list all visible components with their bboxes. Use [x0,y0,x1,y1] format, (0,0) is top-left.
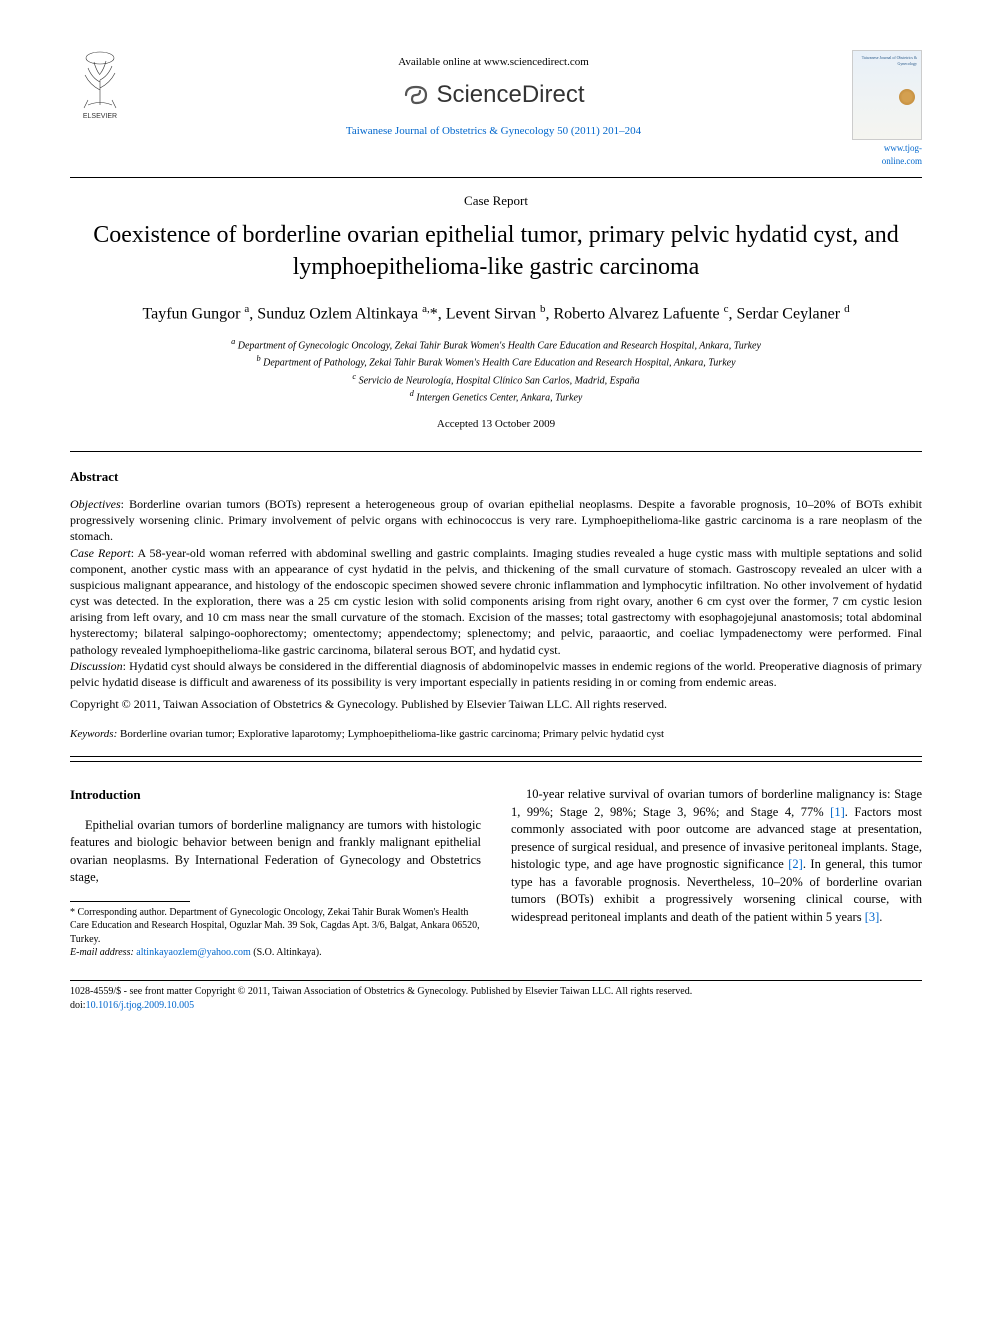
header-row: ELSEVIER Available online at www.science… [70,50,922,167]
abstract-body: Objectives: Borderline ovarian tumors (B… [70,496,922,690]
bottom-bar: 1028-4559/$ - see front matter Copyright… [70,980,922,1013]
right-column: 10-year relative survival of ovarian tum… [511,786,922,959]
keywords-label: Keywords: [70,728,117,740]
abstract-heading: Abstract [70,468,922,486]
available-online-text: Available online at www.sciencedirect.co… [140,55,847,70]
divider [70,451,922,452]
left-column: Introduction Epithelial ovarian tumors o… [70,786,481,959]
affiliations: a Department of Gynecologic Oncology, Ze… [70,336,922,405]
case-label: Case Report [70,546,131,560]
affiliation-d: d Intergen Genetics Center, Ankara, Turk… [70,388,922,405]
elsevier-text: ELSEVIER [83,113,117,120]
introduction-heading: Introduction [70,786,481,804]
ref-link-2[interactable]: [2] [788,857,803,871]
intro-para-1: Epithelial ovarian tumors of borderline … [70,817,481,887]
body-columns: Introduction Epithelial ovarian tumors o… [70,786,922,959]
footnote-separator [70,901,190,902]
corresponding-author: * Corresponding author. Department of Gy… [70,906,481,947]
journal-cover-block: Taiwanese Journal of Obstetrics & Gyneco… [847,50,922,167]
abstract-section: Abstract Objectives: Borderline ovarian … [70,468,922,713]
cover-title: Taiwanese Journal of Obstetrics & Gyneco… [857,55,917,66]
accepted-date: Accepted 13 October 2009 [70,417,922,432]
email-suffix: (S.O. Altinkaya). [251,947,322,958]
intro-para-2: 10-year relative survival of ovarian tum… [511,786,922,926]
divider [70,761,922,762]
abstract-copyright: Copyright © 2011, Taiwan Association of … [70,696,922,713]
article-title: Coexistence of borderline ovarian epithe… [70,220,922,282]
issn-line: 1028-4559/$ - see front matter Copyright… [70,985,922,999]
journal-cover-image: Taiwanese Journal of Obstetrics & Gyneco… [852,50,922,140]
ref-link-1[interactable]: [1] [830,805,845,819]
case-text: : A 58-year-old woman referred with abdo… [70,546,922,657]
ref-link-3[interactable]: [3] [865,910,880,924]
discussion-text: : Hydatid cyst should always be consider… [70,659,922,689]
doi-line: doi:10.1016/j.tjog.2009.10.005 [70,999,922,1013]
elsevier-tree-icon: ELSEVIER [70,50,130,120]
header-center: Available online at www.sciencedirect.co… [140,50,847,139]
sciencedirect-logo[interactable]: ScienceDirect [402,78,584,112]
divider [70,177,922,178]
doi-value[interactable]: 10.1016/j.tjog.2009.10.005 [86,1000,195,1011]
page-container: ELSEVIER Available online at www.science… [0,0,992,1043]
keywords-text: Borderline ovarian tumor; Explorative la… [117,728,664,740]
email-address[interactable]: altinkayaozlem@yahoo.com [136,947,250,958]
discussion-label: Discussion [70,659,123,673]
elsevier-logo: ELSEVIER [70,50,140,125]
journal-link[interactable]: www.tjog-online.com [847,142,922,167]
article-type: Case Report [70,192,922,210]
keywords: Keywords: Borderline ovarian tumor; Expl… [70,727,922,742]
journal-citation[interactable]: Taiwanese Journal of Obstetrics & Gyneco… [140,124,847,139]
email-label: E-mail address: [70,947,134,958]
footnotes: * Corresponding author. Department of Gy… [70,906,481,960]
affiliation-b: b Department of Pathology, Zekai Tahir B… [70,353,922,370]
objectives-label: Objectives [70,497,121,511]
sciencedirect-text: ScienceDirect [436,78,584,112]
divider [70,756,922,757]
affiliation-c: c Servicio de Neurología, Hospital Clíni… [70,371,922,388]
cover-decoration-icon [899,89,915,105]
objectives-text: : Borderline ovarian tumors (BOTs) repre… [70,497,922,543]
sciencedirect-icon [402,81,430,109]
affiliation-a: a Department of Gynecologic Oncology, Ze… [70,336,922,353]
authors-list: Tayfun Gungor a, Sunduz Ozlem Altinkaya … [70,301,922,326]
email-line: E-mail address: altinkayaozlem@yahoo.com… [70,946,481,960]
doi-label: doi: [70,1000,86,1011]
